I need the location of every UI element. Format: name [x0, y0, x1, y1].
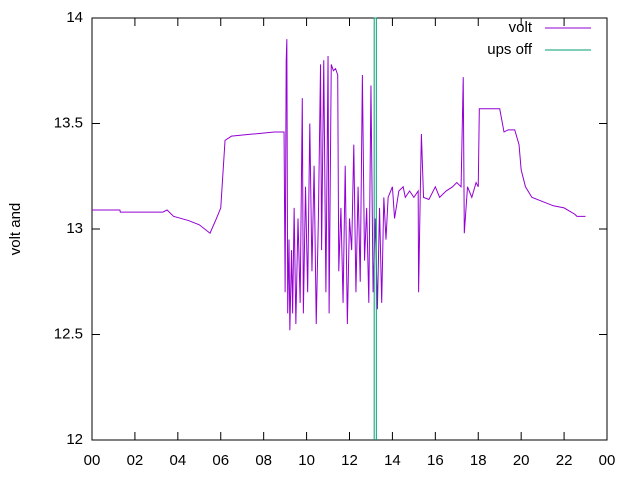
x-tick-label: 20 [513, 452, 530, 469]
series-line [92, 39, 586, 331]
series-line [373, 17, 377, 440]
x-tick-label: 14 [384, 452, 401, 469]
y-tick-label: 12.5 [54, 325, 83, 342]
y-tick-label: 13 [66, 220, 83, 237]
legend-label: ups off [487, 41, 533, 58]
x-tick-label: 00 [599, 452, 616, 469]
x-tick-label: 00 [84, 452, 101, 469]
x-tick-label: 16 [427, 452, 444, 469]
y-tick-label: 12 [66, 431, 83, 448]
y-axis-label: volt and [7, 203, 24, 256]
x-tick-label: 02 [127, 452, 144, 469]
x-tick-label: 06 [212, 452, 229, 469]
x-tick-label: 04 [169, 452, 186, 469]
y-tick-label: 13.5 [54, 114, 83, 131]
y-tick-label: 14 [66, 9, 83, 26]
x-tick-label: 18 [470, 452, 487, 469]
legend-label: volt [509, 19, 533, 36]
x-tick-label: 10 [298, 452, 315, 469]
x-tick-label: 22 [556, 452, 573, 469]
x-tick-label: 08 [255, 452, 272, 469]
x-tick-label: 12 [341, 452, 358, 469]
